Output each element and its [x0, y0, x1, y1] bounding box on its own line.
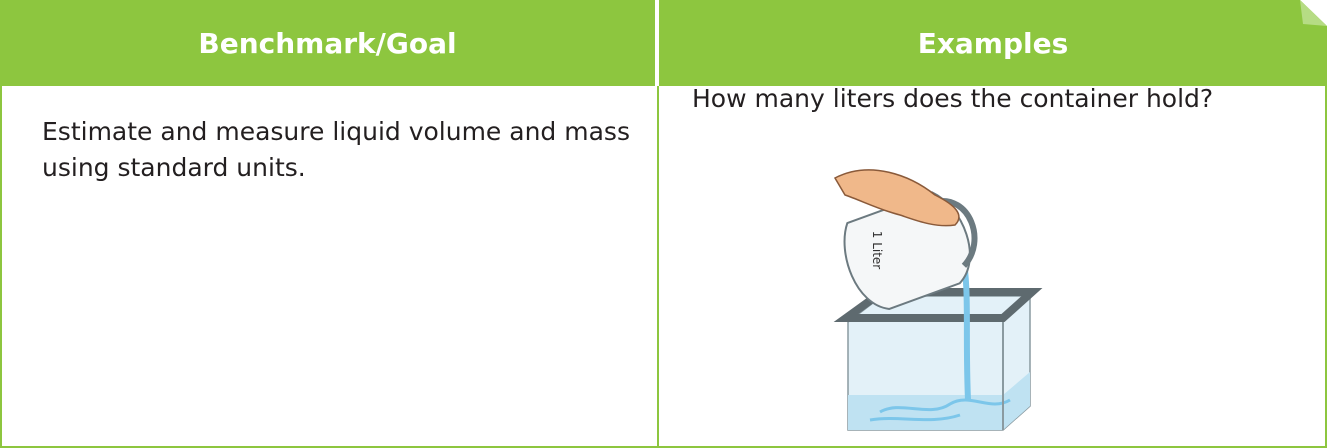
header-cell: Examples: [659, 0, 1327, 86]
splash: [869, 398, 1011, 422]
tank-frame: [833, 288, 1043, 322]
tank-water: [848, 372, 1030, 430]
body-cell: How many liters does the container hold?: [657, 86, 1327, 448]
corner-fold: [1300, 0, 1327, 26]
header-cell: Benchmark/Goal: [0, 0, 655, 86]
hand: [833, 169, 960, 227]
pitcher-label: 1 Liter: [870, 231, 884, 270]
body-cell: Estimate and measure liquid volume and m…: [0, 86, 657, 448]
